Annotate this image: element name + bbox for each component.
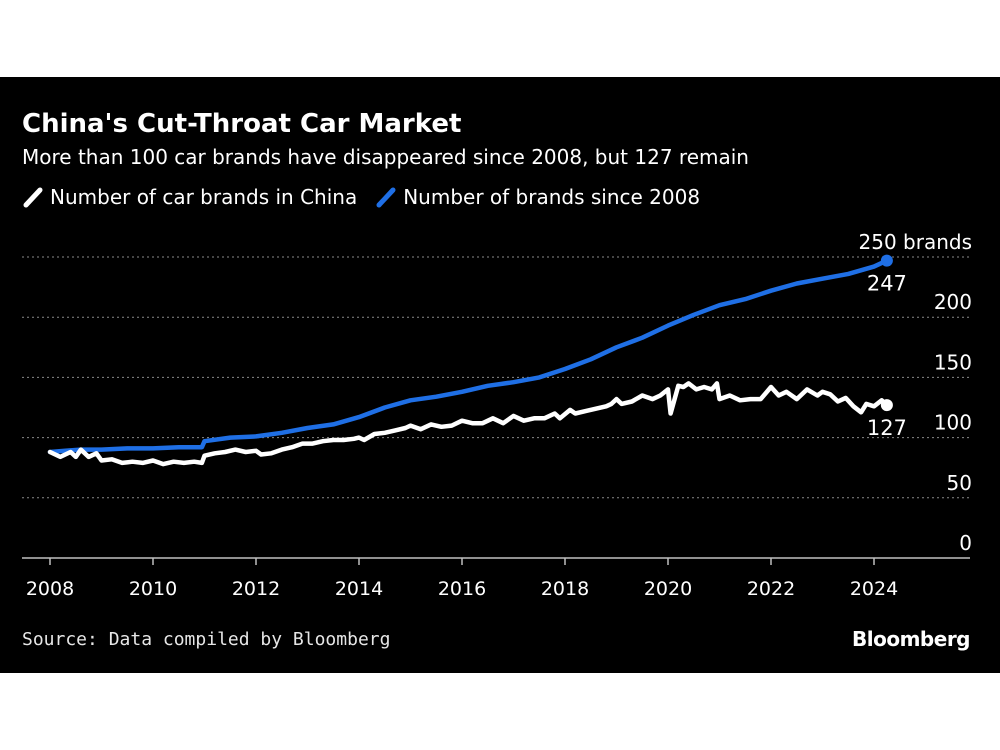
y-tick-label-50: 50 (947, 471, 972, 495)
legend-item-china-brands: Number of car brands in China (22, 185, 357, 209)
series-line-china-brands (47, 381, 890, 467)
legend-item-since-2008: Number of brands since 2008 (375, 185, 700, 209)
x-tick-label-2018: 2018 (541, 578, 589, 600)
y-tick-label-150: 150 (934, 350, 972, 374)
axis-layer (22, 557, 970, 565)
series-end-dot-since-2008 (880, 254, 893, 267)
legend-swatch-blue (376, 187, 396, 208)
y-tick-label-100: 100 (934, 411, 972, 435)
x-tick-label-2010: 2010 (129, 578, 177, 600)
legend: Number of car brands in China Number of … (22, 185, 718, 209)
x-tick-label-2014: 2014 (335, 578, 383, 600)
series-end-label-china-brands: 127 (867, 416, 907, 440)
source-note: Source: Data compiled by Bloomberg (22, 629, 391, 650)
bloomberg-logo: Bloomberg (852, 627, 970, 651)
x-tick-label-2016: 2016 (438, 578, 486, 600)
series-line-since-2008 (47, 258, 890, 455)
line-chart: 0 50 100 150 200 250 brands 2008 2010 2012 2014 20… (22, 230, 972, 600)
chart-panel: China's Cut-Throat Car Market More than … (0, 77, 1000, 673)
y-tick-label-0: 0 (959, 531, 972, 555)
x-tick-label-2008: 2008 (26, 578, 74, 600)
x-tick-label-2022: 2022 (747, 578, 795, 600)
y-tick-label-250: 250 brands (859, 230, 973, 254)
x-tick-label-2020: 2020 (644, 578, 692, 600)
grid-layer (22, 256, 970, 499)
y-tick-label-200: 200 (934, 290, 972, 314)
legend-swatch-white (23, 187, 43, 208)
legend-label-since-2008: Number of brands since 2008 (403, 185, 701, 209)
label-layer: 0 50 100 150 200 250 brands 2008 2010 2012 2014 20… (26, 230, 972, 600)
legend-label-china-brands: Number of car brands in China (50, 185, 358, 209)
chart-title: China's Cut-Throat Car Market (22, 109, 462, 139)
x-tick-label-2012: 2012 (232, 578, 280, 600)
x-tick-label-2024: 2024 (850, 578, 898, 600)
series-end-label-since-2008: 247 (867, 272, 907, 296)
chart-subtitle: More than 100 car brands have disappeare… (22, 145, 749, 169)
series-layer (47, 254, 893, 467)
series-end-dot-china-brands (880, 399, 893, 412)
